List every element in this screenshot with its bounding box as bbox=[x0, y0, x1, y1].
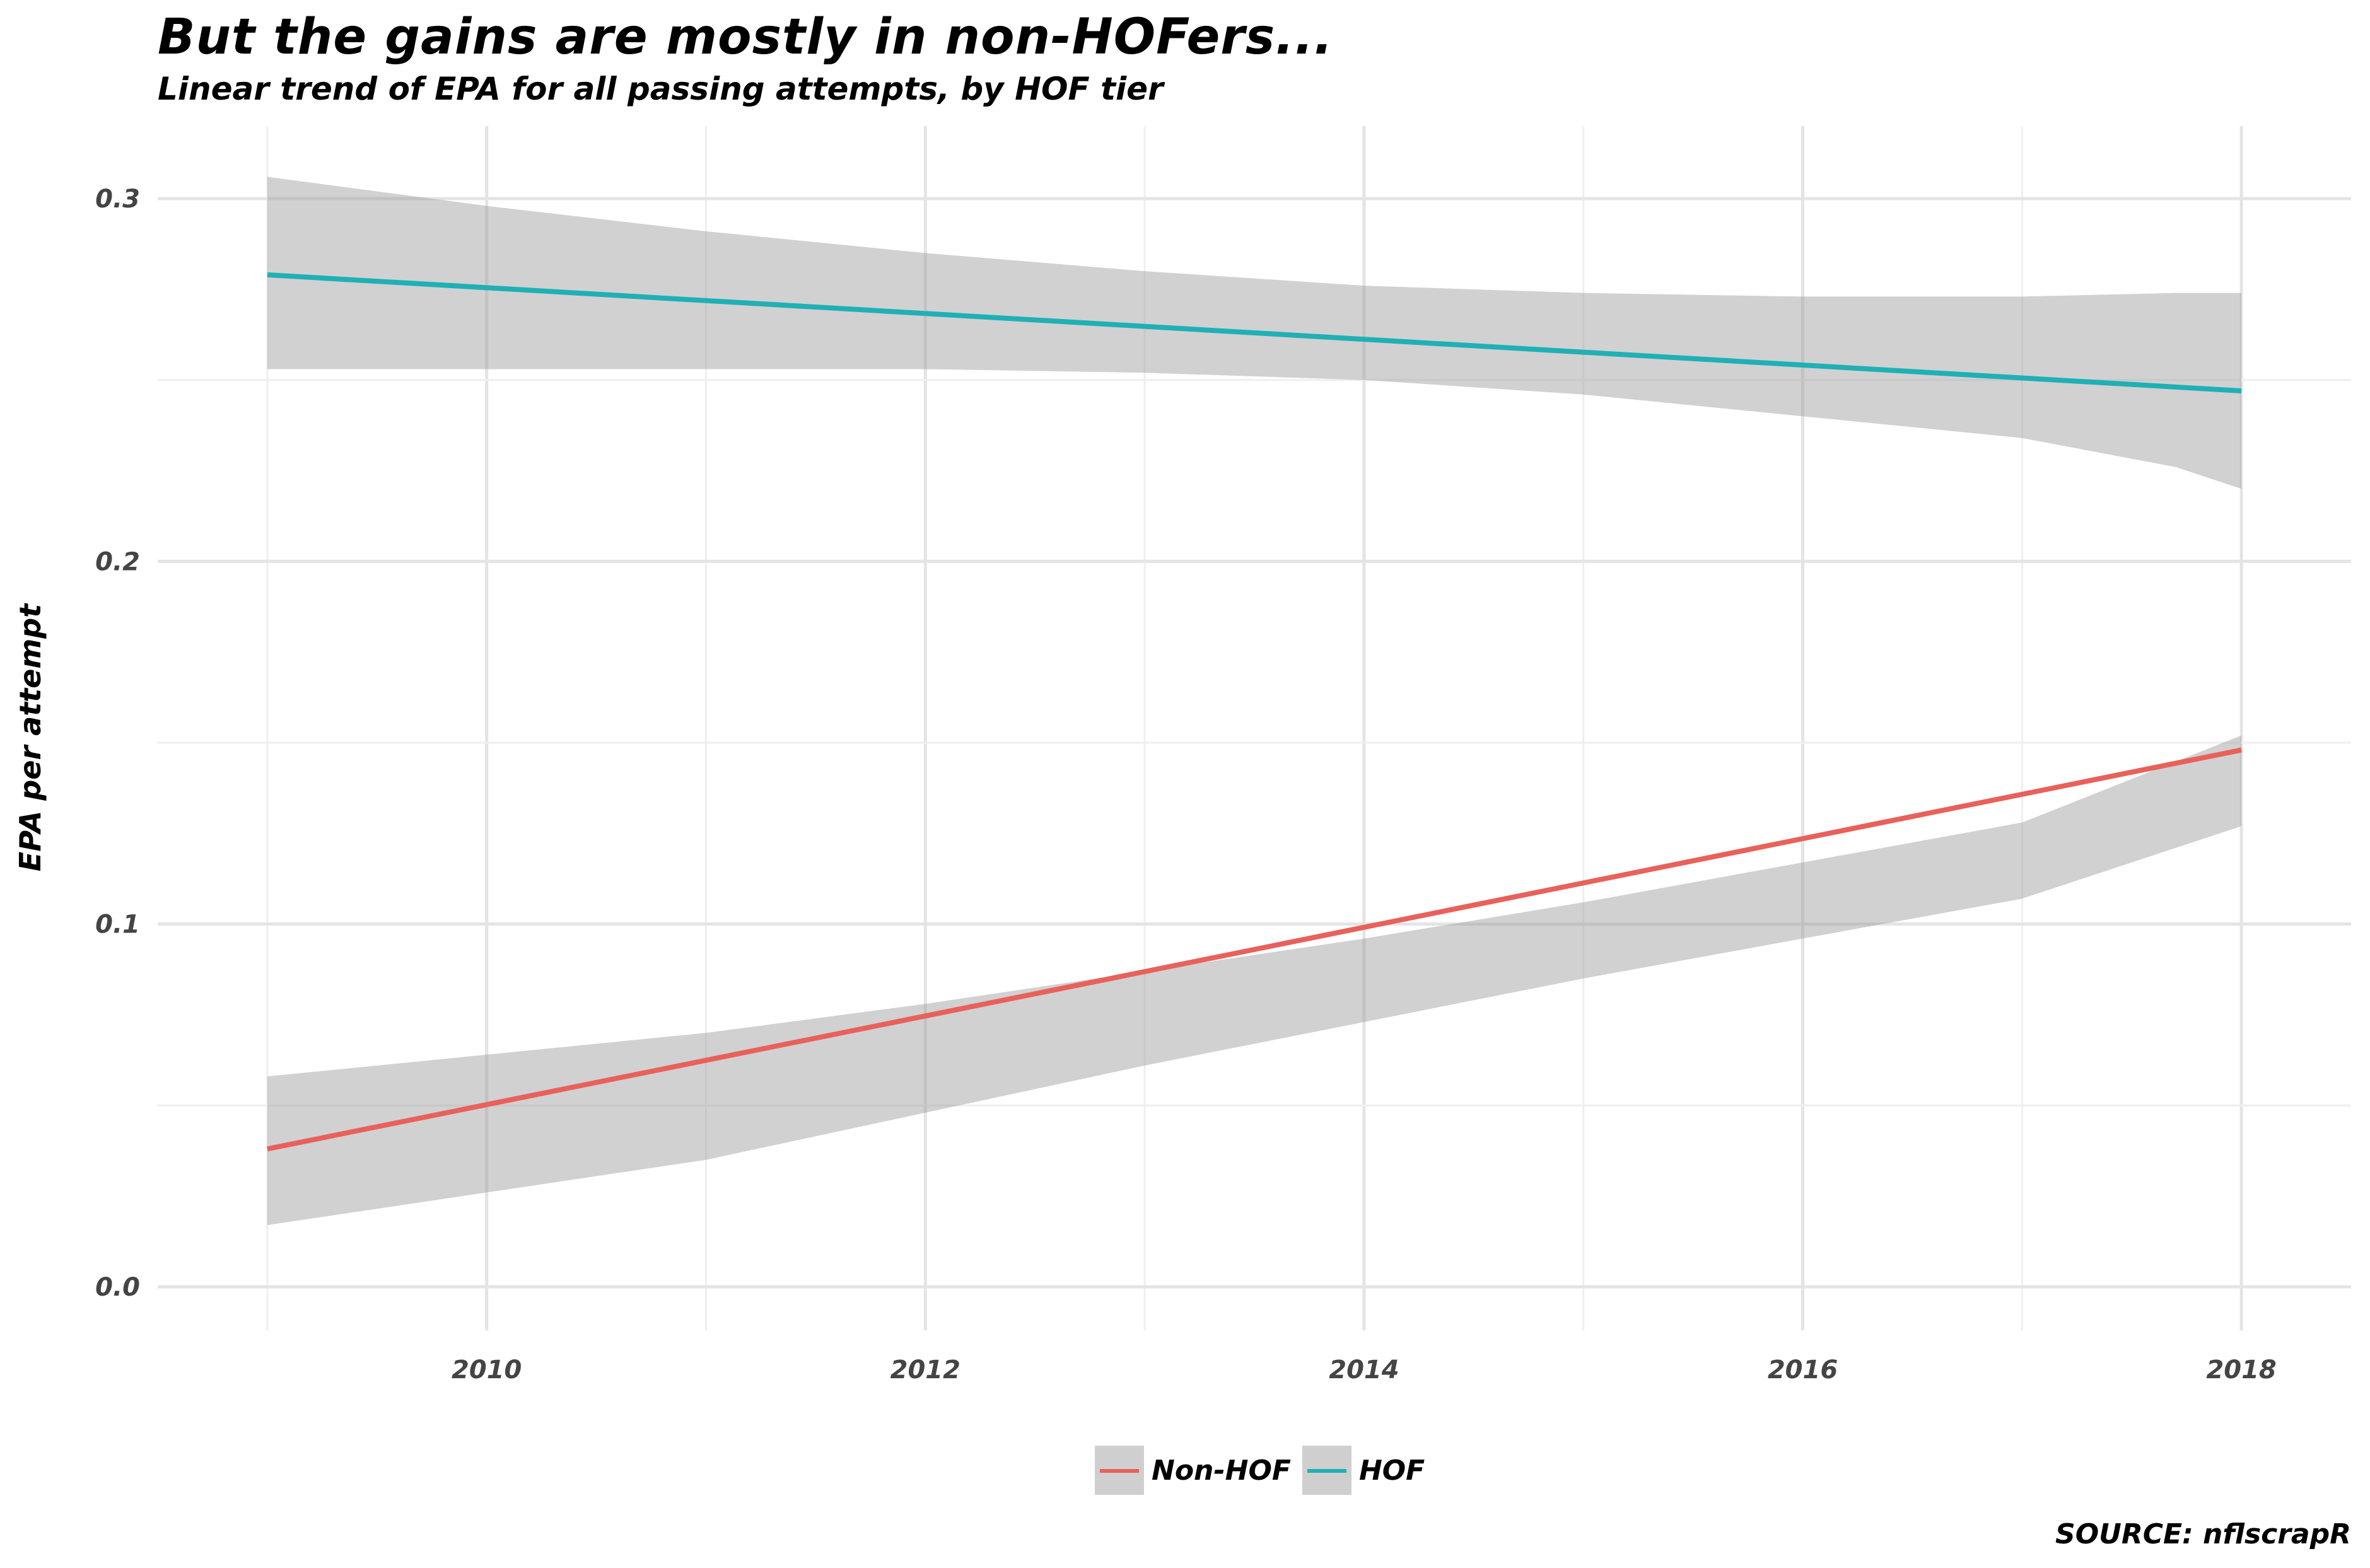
ci-ribbon-non-hof bbox=[267, 692, 2242, 1226]
legend-key-hof bbox=[1302, 1446, 1351, 1495]
x-tick-label: 2012 bbox=[890, 1356, 960, 1385]
legend-key-non-hof bbox=[1095, 1446, 1144, 1495]
legend-swatch-hof bbox=[1307, 1469, 1346, 1473]
y-tick-label: 0.1 bbox=[95, 910, 140, 939]
trend-lines bbox=[267, 272, 2242, 1152]
y-tick-label: 0.3 bbox=[95, 185, 140, 214]
legend-item-non-hof: Non-HOF bbox=[1095, 1446, 1291, 1495]
legend-item-hof: HOF bbox=[1302, 1446, 1425, 1495]
chart-subtitle: Linear trend of EPA for all passing atte… bbox=[158, 71, 1164, 107]
grid-lines bbox=[158, 126, 2351, 1330]
y-tick-labels: 0.0 0.1 0.2 0.3 bbox=[95, 185, 140, 1302]
x-tick-label: 2016 bbox=[1768, 1356, 1838, 1385]
x-tick-labels: 2010 2012 2014 2016 2018 bbox=[452, 1356, 2277, 1385]
source-caption: SOURCE: nflscrapR bbox=[2055, 1518, 2351, 1550]
legend: Non-HOF HOF bbox=[1095, 1446, 1425, 1495]
legend-swatch-non-hof bbox=[1100, 1469, 1139, 1473]
legend-label-hof: HOF bbox=[1358, 1454, 1425, 1487]
y-tick-label: 0.0 bbox=[95, 1273, 140, 1302]
trend-line-hof bbox=[267, 272, 2242, 393]
y-tick-label: 0.2 bbox=[95, 547, 140, 576]
chart-title: But the gains are mostly in non-HOFers..… bbox=[158, 9, 1334, 66]
trend-line-non-hof bbox=[267, 747, 2242, 1152]
x-tick-label: 2014 bbox=[1329, 1356, 1399, 1385]
x-tick-label: 2018 bbox=[2206, 1356, 2276, 1385]
x-tick-label: 2010 bbox=[452, 1356, 522, 1385]
legend-label-non-hof: Non-HOF bbox=[1152, 1454, 1291, 1487]
